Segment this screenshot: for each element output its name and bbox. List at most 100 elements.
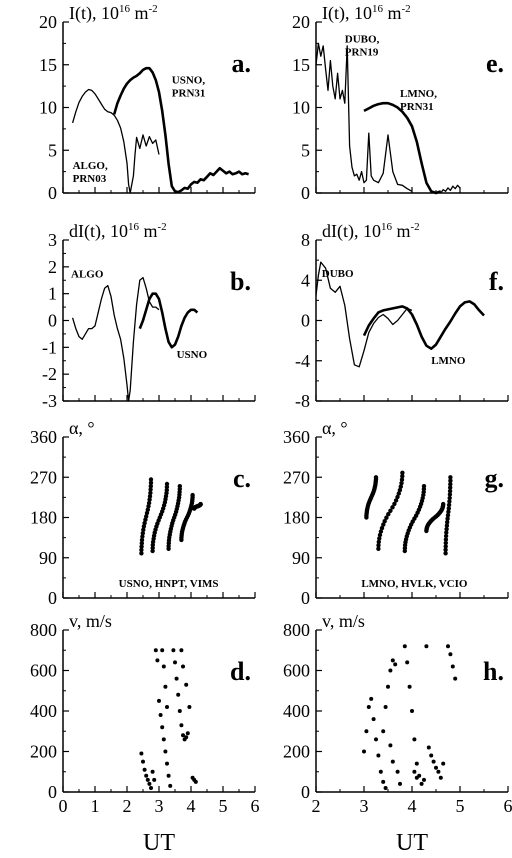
- panel-d: 0 200 400 600 800 0 1 2 3 4 5 6 v, m/s d. UT: [30, 611, 260, 856]
- scatter-point: [187, 705, 192, 709]
- y-axis-label-unit-exponent: -2: [411, 221, 420, 233]
- y-tick-label: 0: [301, 311, 310, 331]
- scatter-point: [390, 658, 395, 663]
- y-tick-label: 270: [30, 467, 57, 487]
- scatter-point: [157, 698, 161, 703]
- x-tick-label: 4: [408, 796, 417, 816]
- scatter-point: [436, 769, 441, 774]
- y-tick-label: -3: [42, 391, 57, 411]
- panel-letter: f.: [489, 267, 504, 296]
- panel-letter: a.: [232, 49, 252, 78]
- y-tick-label: 1: [48, 284, 57, 304]
- scatter-point: [143, 517, 148, 522]
- scatter-point: [140, 534, 145, 539]
- scatter-point: [412, 769, 417, 774]
- scatter-point: [447, 499, 452, 504]
- y-tick-label: 90: [292, 548, 310, 568]
- scatter-point: [139, 547, 144, 553]
- scatter-point: [448, 478, 453, 483]
- x-tick-label: 6: [504, 796, 512, 816]
- scatter-point: [377, 532, 383, 538]
- scatter-point: [179, 648, 184, 653]
- y-tick-label: 20: [39, 12, 57, 32]
- scatter-point: [181, 733, 185, 738]
- scatter-point: [148, 477, 154, 482]
- scatter-point: [388, 668, 393, 673]
- series-line-lmno: [362, 300, 485, 350]
- scatter-point: [144, 514, 149, 519]
- scatter-point: [168, 783, 173, 788]
- scatter-point: [441, 501, 446, 507]
- y-axis-label: α, °: [322, 418, 348, 438]
- scatter-point: [405, 660, 410, 665]
- scatter-point: [177, 709, 182, 713]
- scatter-point: [397, 487, 403, 493]
- x-tick-label: 1: [91, 796, 100, 816]
- y-tick-label: 0: [48, 183, 57, 203]
- scatter-point: [392, 501, 397, 507]
- scatter-point: [388, 743, 393, 748]
- y-tick-label: 360: [283, 427, 310, 447]
- scatter-point: [444, 526, 449, 532]
- scatter-point: [371, 717, 376, 722]
- y-tick-label: 180: [283, 508, 310, 528]
- scatter-point: [419, 781, 424, 786]
- y-axis-label: v, m/s: [69, 611, 112, 631]
- scatter-point: [181, 664, 185, 669]
- panel-letter: g.: [485, 464, 505, 493]
- scatter-point: [366, 705, 371, 709]
- scatter-point: [148, 484, 153, 489]
- scatter-point: [141, 759, 145, 764]
- y-tick-label: 0: [48, 311, 57, 331]
- scatter-point: [176, 692, 181, 697]
- scatter-point: [379, 525, 385, 531]
- series-annotation: USNO: [177, 349, 208, 361]
- y-axis-label: α, °: [69, 418, 95, 438]
- series-annotation: USNO, HNPT, VIMS: [119, 578, 219, 590]
- scatter-point: [398, 484, 403, 489]
- panel-c: 0 90 180 270 360 α, ° c. USNO, HNPT, VIMS: [30, 418, 256, 608]
- y-axis-label: v, m/s: [322, 611, 365, 631]
- y-tick-label: 270: [283, 467, 310, 487]
- y-tick-label: 0: [48, 782, 57, 802]
- scatter-point: [390, 505, 395, 510]
- scatter-point: [393, 498, 399, 503]
- y-axis-label-unit: m: [130, 3, 149, 23]
- x-tick-label: 2: [123, 796, 132, 816]
- x-tick-label: 2: [312, 796, 321, 816]
- scatter-point: [388, 508, 393, 513]
- y-tick-label: 0: [48, 588, 57, 608]
- y-axis-label-unit: m: [139, 221, 158, 241]
- scatter-point: [443, 537, 449, 542]
- scatter-point: [448, 652, 453, 657]
- y-axis-label-unit-exponent: -2: [149, 3, 158, 15]
- scatter-point: [414, 775, 419, 780]
- scatter-point: [173, 660, 177, 665]
- scatter-point: [376, 543, 381, 548]
- scatter-point: [381, 779, 386, 784]
- scatter-point: [448, 475, 453, 480]
- y-axis-label-text: α, °: [322, 418, 348, 438]
- scatter-point: [376, 539, 381, 545]
- series-annotation: PRN31: [172, 88, 206, 100]
- scatter-point: [398, 781, 402, 786]
- scatter-point: [139, 751, 144, 756]
- series-line-lmno: [363, 101, 442, 195]
- panel-letter: e.: [486, 49, 504, 78]
- scatter-point: [422, 777, 426, 782]
- scatter-point: [443, 547, 448, 552]
- scatter-point: [446, 502, 452, 508]
- panel-letter: d.: [230, 657, 251, 686]
- scatter-point: [381, 729, 386, 734]
- scatter-point: [444, 530, 449, 535]
- y-tick-label: 10: [292, 98, 310, 118]
- scatter-point: [185, 731, 190, 736]
- panel-e: 0 5 10 15 20 I(t), 1016 m-2 e. DUBO,PRN19 LMNO,P…: [292, 3, 509, 203]
- scatter-point: [400, 470, 405, 475]
- scatter-point: [447, 492, 453, 497]
- scatter-point: [184, 682, 189, 687]
- y-axis-label-exponent: 16: [119, 3, 131, 15]
- scatter-point: [448, 482, 453, 487]
- panel-f: -8 -4 0 4 8 dI(t), 1016 m-2 f. DUBO LMNO: [295, 221, 509, 411]
- scatter-point: [402, 644, 407, 649]
